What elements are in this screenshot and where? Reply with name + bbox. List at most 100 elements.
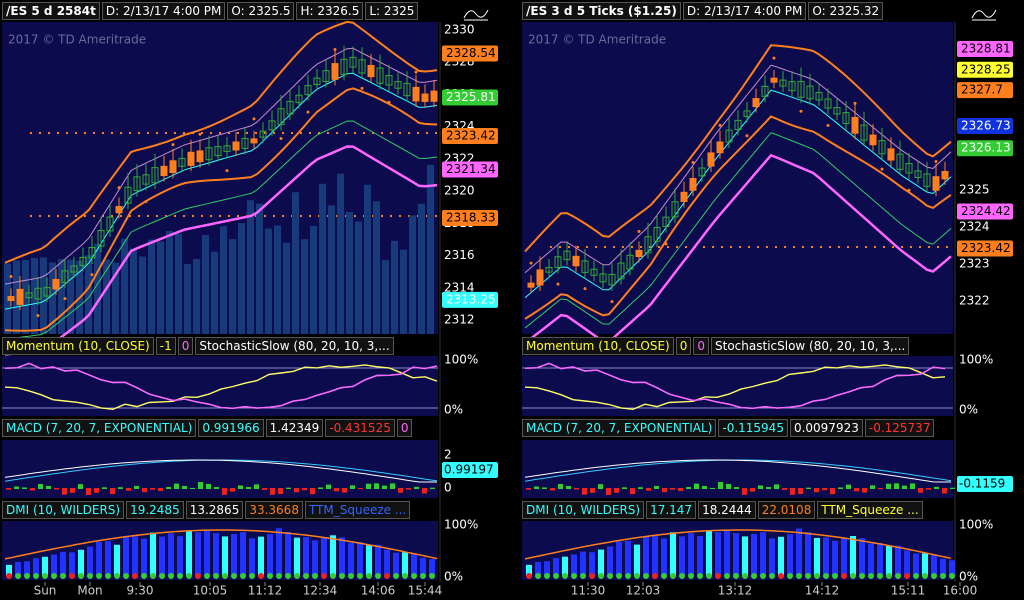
study-axis-label: 100% bbox=[444, 353, 478, 367]
squeeze-dot bbox=[661, 573, 667, 579]
stop-dot bbox=[907, 188, 911, 192]
chart-canvas: 2017 © TD Ameritrade23302328232623242322… bbox=[2, 9, 498, 598]
header-field: /ES 5 d 2584t bbox=[2, 2, 100, 20]
candle-body bbox=[707, 152, 715, 167]
volume-bar bbox=[409, 215, 416, 334]
stop-dot bbox=[117, 186, 121, 190]
candle-body bbox=[88, 247, 96, 259]
indicator-line bbox=[524, 115, 952, 320]
squeeze-dot bbox=[294, 573, 300, 579]
histogram-bar bbox=[638, 487, 643, 489]
histogram-bar bbox=[535, 561, 541, 576]
candle-body bbox=[187, 151, 195, 166]
histogram-bar bbox=[805, 532, 811, 576]
candle-body bbox=[376, 67, 384, 84]
study-field: 19.2485 bbox=[126, 501, 184, 519]
candle-body bbox=[599, 273, 607, 283]
candle-body bbox=[268, 120, 276, 131]
histogram-bar bbox=[406, 488, 411, 490]
squeeze-dot bbox=[78, 573, 84, 579]
squeeze-dot bbox=[931, 573, 937, 579]
study-field: 22.0108 bbox=[757, 501, 816, 519]
study-axis-label: 100% bbox=[444, 518, 478, 532]
histogram-bar bbox=[166, 487, 171, 489]
candle-body bbox=[394, 81, 402, 89]
price-tick-label: 2316 bbox=[444, 248, 475, 262]
histogram-bar bbox=[110, 488, 115, 495]
squeeze-dot bbox=[814, 573, 820, 579]
candle-body bbox=[869, 134, 877, 146]
study-field: MACD (7, 20, 7, EXPONENTIAL) bbox=[522, 419, 717, 437]
candle-body bbox=[313, 77, 321, 86]
candle-body bbox=[169, 160, 177, 174]
candle-body bbox=[635, 249, 643, 258]
squeeze-dot bbox=[60, 573, 66, 579]
squeeze-dot bbox=[652, 573, 658, 579]
study-field: -1 bbox=[155, 337, 176, 355]
histogram-bar bbox=[718, 482, 723, 489]
squeeze-dot bbox=[213, 573, 219, 579]
squeeze-dot bbox=[348, 573, 354, 579]
histogram-bar bbox=[766, 487, 771, 489]
histogram-bar bbox=[750, 488, 755, 492]
candle-body bbox=[340, 58, 348, 75]
study-field: StochasticSlow (80, 20, 10, 3,... bbox=[195, 337, 394, 355]
stop-dot bbox=[826, 124, 830, 128]
candle-body bbox=[725, 129, 733, 143]
histogram-bar bbox=[838, 487, 843, 489]
histogram-bar bbox=[706, 530, 712, 576]
price-tick-label: 2322 bbox=[959, 294, 990, 308]
histogram-bar bbox=[429, 559, 435, 576]
squeeze-dot bbox=[571, 573, 577, 579]
header-field: O: 2325.5 bbox=[227, 2, 295, 20]
study-header: DMI (10, WILDERS) 19.2485 13.2865 33.3668 TT… bbox=[2, 501, 411, 519]
histogram-bar bbox=[558, 483, 563, 489]
histogram-bar bbox=[402, 552, 408, 576]
histogram-bar bbox=[598, 484, 603, 489]
histogram-bar bbox=[267, 534, 273, 576]
histogram-bar bbox=[358, 488, 363, 490]
histogram-bar bbox=[950, 487, 955, 489]
time-label: 10:05 bbox=[193, 584, 228, 598]
histogram-bar bbox=[553, 558, 559, 576]
squeeze-dot bbox=[141, 573, 147, 579]
study-axis-label: 0% bbox=[959, 403, 978, 417]
histogram-bar bbox=[702, 485, 707, 489]
histogram-bar bbox=[276, 528, 282, 576]
volume-bar bbox=[229, 239, 236, 334]
squeeze-dot bbox=[697, 573, 703, 579]
histogram-bar bbox=[350, 485, 355, 489]
candle-body bbox=[250, 138, 258, 144]
histogram-bar bbox=[670, 488, 675, 490]
squeeze-dot bbox=[240, 573, 246, 579]
header-field: H: 2326.5 bbox=[296, 2, 364, 20]
stop-dot bbox=[252, 117, 256, 121]
volume-bar bbox=[139, 256, 146, 334]
squeeze-dot bbox=[411, 573, 417, 579]
histogram-bar bbox=[868, 543, 874, 576]
candle-body bbox=[232, 141, 240, 151]
histogram-bar bbox=[787, 534, 793, 576]
stop-dot bbox=[144, 199, 148, 203]
candle-body bbox=[527, 282, 535, 288]
histogram-bar bbox=[393, 552, 399, 576]
candle-body bbox=[151, 167, 159, 184]
candle-body bbox=[671, 201, 679, 218]
histogram-bar bbox=[374, 483, 379, 489]
squeeze-dot bbox=[877, 573, 883, 579]
time-label: Sun bbox=[34, 584, 57, 598]
study-field: TTM_Squeeze ... bbox=[304, 501, 411, 519]
stop-dot bbox=[9, 275, 13, 279]
histogram-bar bbox=[6, 488, 11, 490]
candle-body bbox=[860, 124, 868, 141]
histogram-bar bbox=[87, 546, 93, 576]
chart-panel: 2017 © TD Ameritrade23302328232623242322… bbox=[2, 2, 498, 598]
price-label: 2328.54 bbox=[446, 46, 496, 60]
candle-body bbox=[545, 266, 553, 273]
histogram-bar bbox=[830, 488, 835, 495]
squeeze-dot bbox=[616, 573, 622, 579]
squeeze-dot bbox=[553, 573, 559, 579]
candle-body bbox=[824, 98, 832, 109]
study-line bbox=[4, 529, 438, 560]
histogram-bar bbox=[78, 484, 83, 489]
